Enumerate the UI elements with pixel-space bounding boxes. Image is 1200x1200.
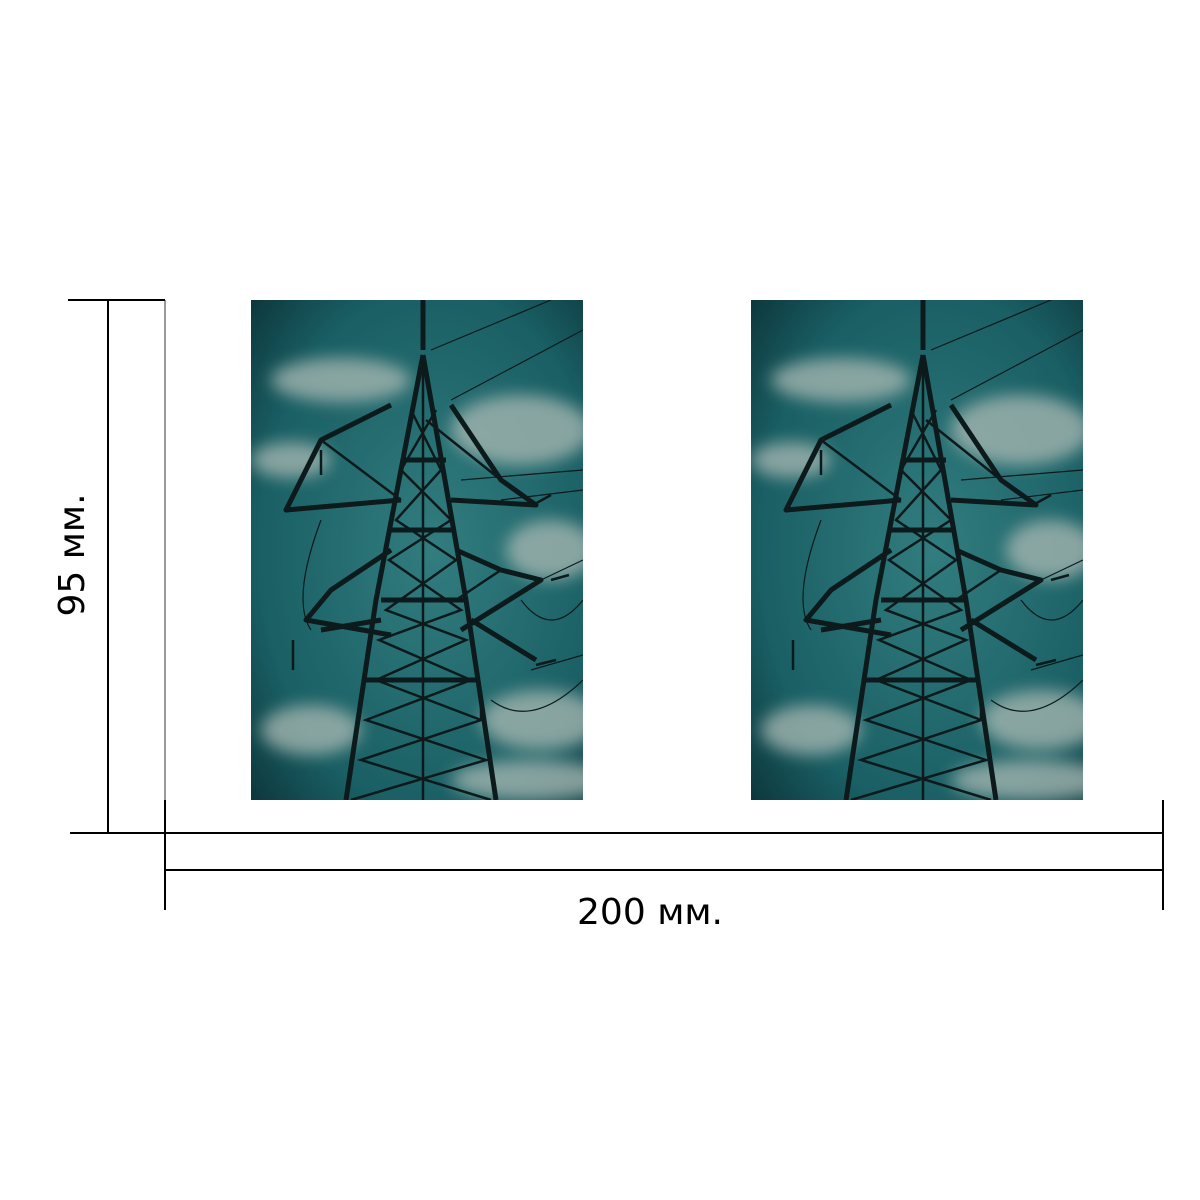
- photo: [251, 300, 611, 800]
- width-label: 200 мм.: [577, 892, 723, 933]
- photo: [751, 300, 1111, 800]
- width-dimension: 200 мм.: [164, 800, 1164, 933]
- height-label: 95 мм.: [52, 493, 93, 616]
- height-dimension: 95 мм.: [52, 299, 166, 834]
